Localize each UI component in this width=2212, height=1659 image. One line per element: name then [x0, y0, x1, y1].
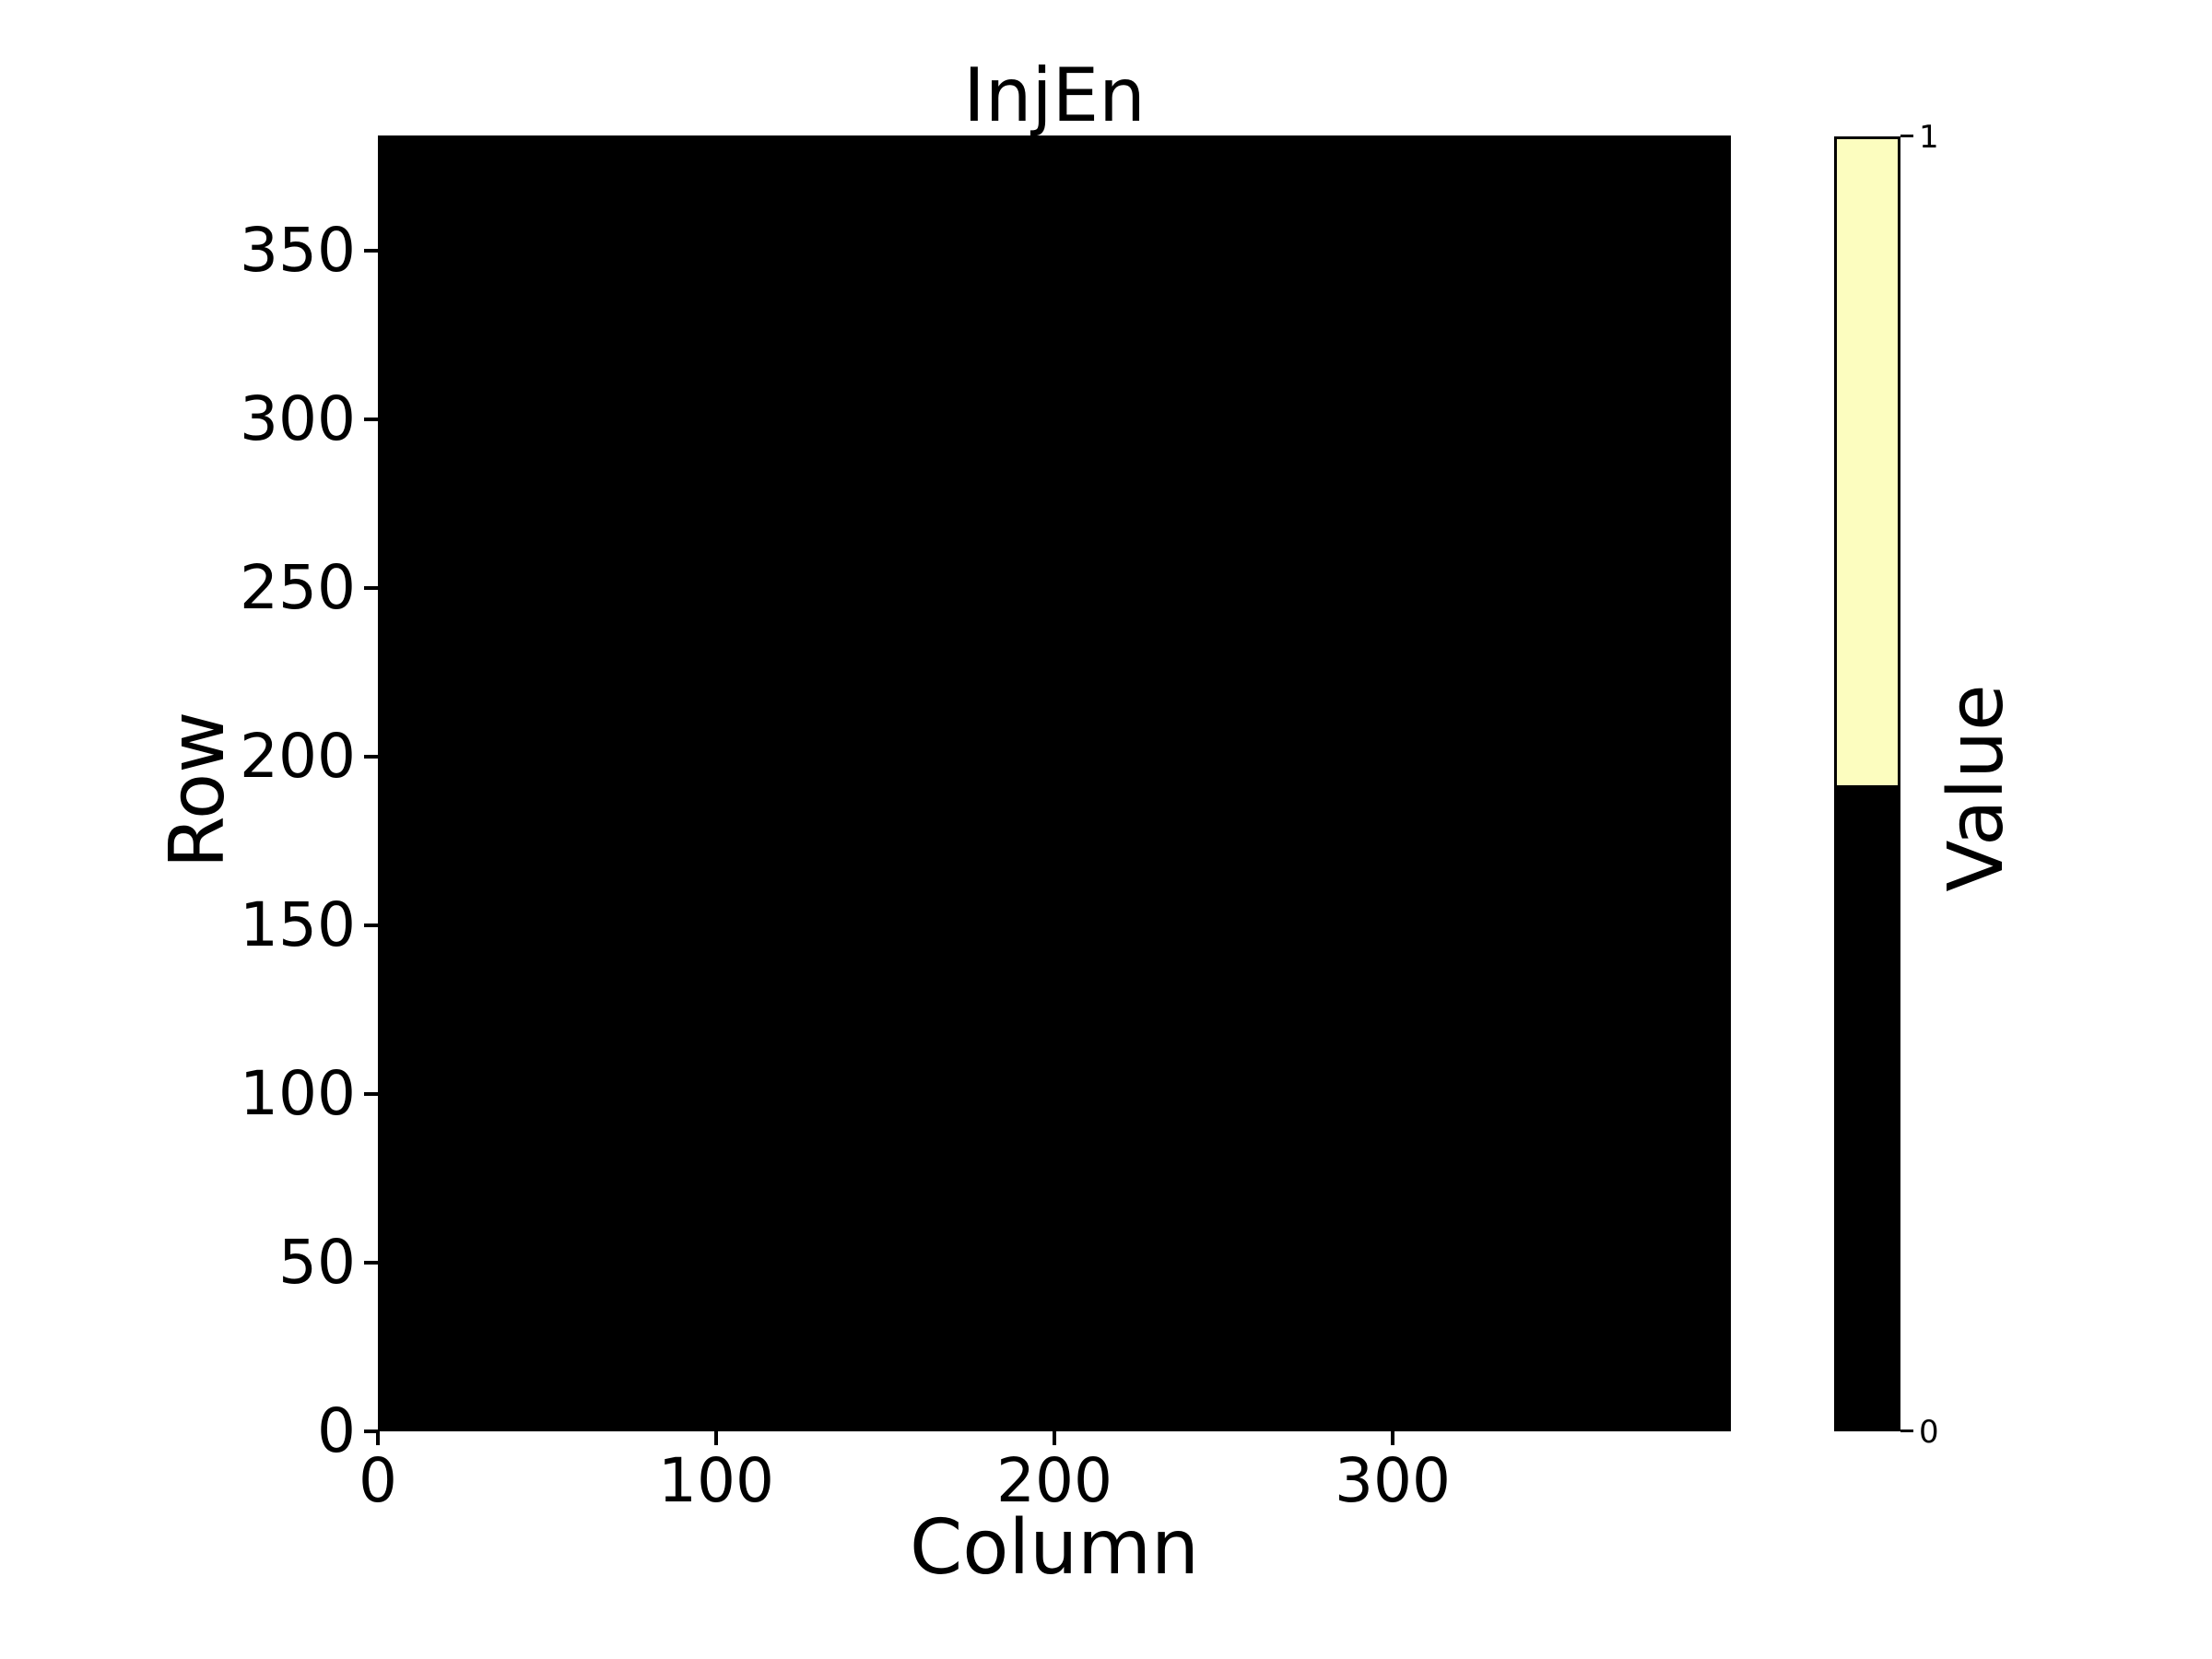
y-tick-mark	[364, 418, 378, 421]
x-axis-label: Column	[909, 1504, 1200, 1592]
y-tick-label: 50	[278, 1227, 356, 1298]
chart-title: InjEn	[963, 53, 1146, 138]
y-tick-mark	[364, 755, 378, 759]
x-tick-label: 0	[359, 1445, 397, 1516]
y-tick-label: 200	[240, 721, 356, 792]
x-tick-mark	[1391, 1431, 1394, 1445]
y-tick-mark	[364, 924, 378, 927]
y-tick-label: 150	[240, 889, 356, 960]
y-tick-label: 100	[240, 1058, 356, 1129]
x-tick-label: 300	[1335, 1445, 1451, 1516]
y-tick-mark	[364, 249, 378, 253]
colorbar-segment-value-1	[1837, 139, 1898, 785]
x-tick-label: 100	[658, 1445, 774, 1516]
y-tick-mark	[364, 1430, 378, 1433]
y-tick-label: 350	[240, 215, 356, 286]
colorbar	[1834, 136, 1900, 1431]
colorbar-tick-label: 1	[1919, 119, 1939, 156]
y-axis-label: Row	[154, 711, 241, 869]
y-tick-mark	[364, 1092, 378, 1096]
colorbar-tick-mark	[1900, 1430, 1913, 1432]
x-tick-mark	[714, 1431, 718, 1445]
colorbar-tick-label: 0	[1919, 1414, 1939, 1451]
x-tick-mark	[1053, 1431, 1056, 1445]
x-tick-label: 200	[996, 1445, 1112, 1516]
y-tick-label: 0	[317, 1395, 356, 1466]
y-tick-label: 300	[240, 383, 356, 454]
y-tick-label: 250	[240, 552, 356, 623]
colorbar-segment-value-0	[1837, 784, 1898, 1429]
heatmap-plot-area	[378, 135, 1731, 1431]
x-tick-mark	[376, 1431, 380, 1445]
colorbar-tick-mark	[1900, 135, 1913, 137]
y-tick-mark	[364, 586, 378, 590]
colorbar-label: Value	[1933, 684, 2020, 892]
y-tick-mark	[364, 1261, 378, 1265]
